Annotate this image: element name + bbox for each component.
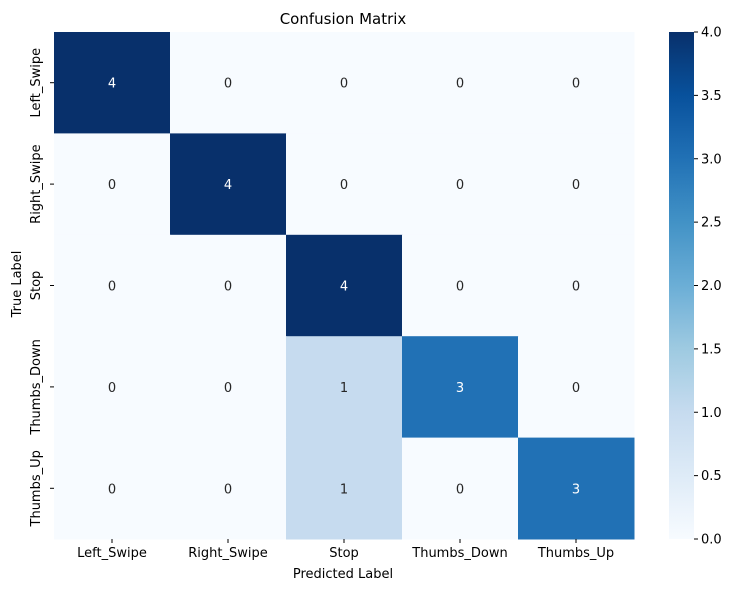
heatmap-cell-2-4	[518, 234, 635, 337]
colorbar-tick-label: 1.0	[701, 406, 722, 421]
x-axis-ticks: Left_Swipe Right_Swipe Stop Thumbs_Down Thum…	[77, 539, 614, 561]
x-tick-label: Left_Swipe	[77, 546, 147, 561]
cell-value-0-2: 0	[340, 77, 348, 92]
y-tick-label: Thumbs_Up	[29, 450, 44, 527]
cell-value-1-3: 0	[456, 178, 464, 193]
heatmap-cell-0-2	[286, 32, 403, 134]
x-tick-label: Right_Swipe	[188, 546, 267, 561]
x-tick-label: Stop	[329, 546, 359, 561]
cell-value-3-0: 0	[108, 381, 116, 396]
cell-value-2-3: 0	[456, 280, 464, 295]
heatmap-cell-4-3	[402, 437, 519, 540]
cell-value-4-2: 1	[340, 482, 348, 497]
heatmap-cell-3-0	[54, 336, 171, 439]
heatmap-cell-4-2	[286, 437, 403, 540]
y-tick-label: Thumbs_Down	[29, 339, 44, 435]
cell-value-0-1: 0	[224, 77, 232, 92]
cell-value-4-4: 3	[572, 482, 580, 497]
heatmap-cell-2-2	[286, 234, 403, 337]
cell-value-4-0: 0	[108, 482, 116, 497]
colorbar-tick-label: 1.5	[701, 342, 722, 357]
heatmap-cell-1-0	[54, 133, 171, 236]
colorbar-tick-label: 3.0	[701, 152, 722, 167]
cell-value-3-2: 1	[340, 381, 348, 396]
cell-value-2-2: 4	[340, 280, 348, 295]
heatmap-cell-4-4	[518, 437, 635, 540]
colorbar-tick-label: 0.0	[701, 533, 722, 548]
colorbar-tick-label: 3.5	[701, 89, 722, 104]
y-axis-label: True Label	[10, 251, 25, 319]
x-tick-label: Thumbs_Down	[411, 546, 507, 561]
x-axis-label: Predicted Label	[293, 567, 393, 582]
heatmap-cell-1-2	[286, 133, 403, 236]
heatmap-cell-0-0	[54, 32, 171, 134]
cell-value-0-3: 0	[456, 77, 464, 92]
heatmap-cell-3-2	[286, 336, 403, 439]
cell-value-3-4: 0	[572, 381, 580, 396]
heatmap-cell-2-3	[402, 234, 519, 337]
cell-value-1-2: 0	[340, 178, 348, 193]
heatmap-cell-2-0	[54, 234, 171, 337]
heatmap-cell-4-0	[54, 437, 171, 540]
cell-value-1-4: 0	[572, 178, 580, 193]
heatmap-cell-3-3	[402, 336, 519, 439]
heatmap-cell-4-1	[170, 437, 287, 540]
cell-value-1-1: 4	[224, 178, 232, 193]
cell-value-2-0: 0	[108, 280, 116, 295]
heatmap-cell-3-1	[170, 336, 287, 439]
cell-value-4-1: 0	[224, 482, 232, 497]
y-axis-ticks: Left_Swipe Right_Swipe Stop Thumbs_Down Thum…	[29, 48, 54, 527]
heatmap-grid: 4 0 0 0 0 0 4 0 0 0 0 0 4 0 0 0 0 1 3 0 0 0 1 0 3	[54, 32, 635, 540]
colorbar-tick-label: 4.0	[701, 26, 722, 41]
heatmap-cell-1-1	[170, 133, 287, 236]
chart-title: Confusion Matrix	[280, 10, 407, 28]
colorbar: 0.0 0.5 1.0 1.5 2.0 2.5 3.0 3.5 4.0	[669, 26, 722, 548]
colorbar-tick-label: 2.5	[701, 216, 722, 231]
cell-value-2-1: 0	[224, 280, 232, 295]
x-tick-label: Thumbs_Up	[537, 546, 614, 561]
heatmap-cell-0-4	[518, 32, 635, 134]
y-tick-label: Stop	[29, 271, 44, 301]
heatmap-cell-1-3	[402, 133, 519, 236]
cell-value-3-1: 0	[224, 381, 232, 396]
cell-value-2-4: 0	[572, 280, 580, 295]
cell-value-3-3: 3	[456, 381, 464, 396]
cell-value-0-4: 0	[572, 77, 580, 92]
colorbar-gradient	[669, 32, 694, 539]
heatmap-cell-0-1	[170, 32, 287, 134]
heatmap-cell-3-4	[518, 336, 635, 439]
colorbar-tick-label: 0.5	[701, 469, 722, 484]
cell-value-1-0: 0	[108, 178, 116, 193]
heatmap-cell-0-3	[402, 32, 519, 134]
heatmap-cell-2-1	[170, 234, 287, 337]
colorbar-tick-label: 2.0	[701, 279, 722, 294]
cell-value-4-3: 0	[456, 482, 464, 497]
cell-value-0-0: 4	[108, 77, 116, 92]
y-tick-label: Right_Swipe	[29, 144, 44, 223]
heatmap-cell-1-4	[518, 133, 635, 236]
y-tick-label: Left_Swipe	[29, 48, 44, 118]
